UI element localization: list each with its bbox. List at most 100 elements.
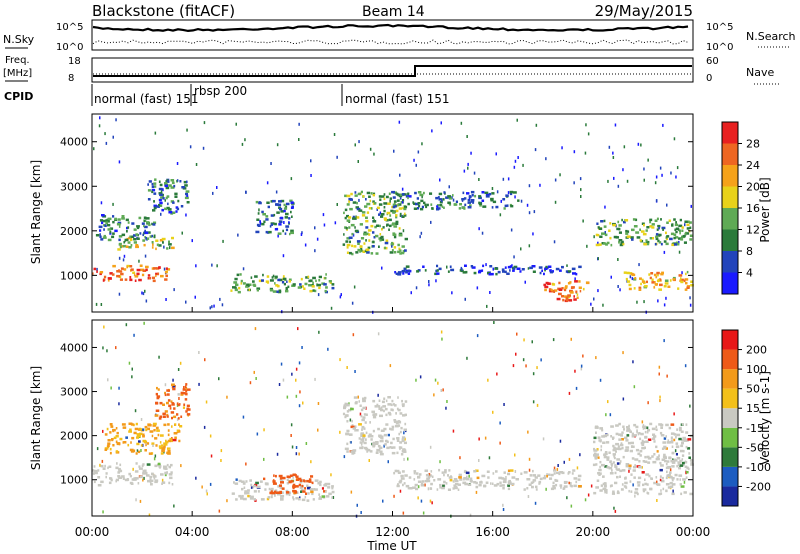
echo-cell-region-4 [288, 475, 291, 479]
echo-cell-region-7 [482, 205, 487, 208]
echo-cell-region-3 [312, 498, 315, 501]
range-gate-speckle [491, 187, 494, 190]
echo-cell-region-6 [567, 472, 570, 475]
echo-cell-region-7 [392, 203, 395, 206]
range-gate-speckle [191, 239, 193, 243]
echo-cell-region-3 [250, 486, 253, 489]
colorbar-tick-label: 24 [746, 159, 760, 172]
range-gate-speckle [154, 454, 157, 458]
echo-cell-region-3 [242, 482, 246, 485]
echo-cell-region-7 [681, 454, 685, 457]
range-gate-speckle [513, 165, 516, 169]
range-gate-speckle [179, 361, 182, 365]
echo-cell-region-2 [145, 236, 147, 240]
echo-cell-region-6 [449, 478, 453, 482]
range-gate-speckle [637, 142, 640, 146]
echo-cell-region-3 [307, 486, 311, 490]
echo-cell-region-7 [421, 205, 424, 209]
echo-cell-region-1 [166, 247, 169, 250]
echo-cell-region-1 [141, 428, 145, 431]
echo-cell-region-6 [441, 471, 444, 474]
range-gate-speckle [142, 478, 144, 482]
echo-cell-region-3 [280, 497, 284, 500]
echo-cell-region-1 [122, 244, 127, 248]
echo-cell-region-7 [610, 462, 614, 466]
echo-cell-region-6 [570, 484, 573, 488]
echo-cell-region-11 [621, 240, 624, 244]
range-gate-speckle [502, 177, 505, 181]
echo-cell-region-1 [133, 431, 137, 435]
echo-cell-region-11 [641, 222, 645, 225]
echo-cell-region-10 [644, 285, 648, 288]
freq-tick-top: 18 [68, 56, 81, 67]
echo-cell-region-7 [611, 469, 613, 472]
range-gate-speckle [141, 291, 143, 295]
echo-cell-region-7 [666, 441, 671, 444]
range-gate-speckle [369, 147, 372, 151]
echo-cell-region-6 [546, 473, 548, 476]
echo-cell-region-8 [572, 272, 576, 275]
echo-cell-region-1 [119, 437, 123, 441]
echo-cell-region-3 [254, 499, 257, 502]
echo-cell-region-1 [161, 237, 166, 241]
echo-cell-region-3 [321, 487, 324, 490]
echo-cell-region-5 [402, 404, 405, 408]
echo-cell-region-9 [569, 281, 572, 284]
echo-cell-region-5 [361, 418, 365, 422]
echo-cell-region-7 [594, 425, 599, 428]
echo-cell-region-5 [400, 426, 403, 430]
echo-cell-region-7 [661, 447, 665, 450]
echo-cell-region-4 [272, 482, 277, 485]
echo-cell-region-10 [686, 286, 690, 289]
echo-cell-region-6 [413, 478, 416, 481]
echo-cell-region-1 [117, 248, 121, 251]
echo-cell-region-6 [447, 488, 451, 491]
echo-cell-region-5 [360, 443, 363, 446]
echo-cell-region-6 [368, 195, 371, 198]
echo-cell-region-1 [173, 432, 178, 435]
echo-cell-region-5 [342, 412, 346, 416]
range-gate-speckle [573, 150, 576, 154]
echo-cell-region-4 [318, 286, 321, 290]
freq-unit-label: [MHz] [3, 68, 32, 79]
echo-cell-region-11 [631, 238, 634, 241]
range-gate-speckle [599, 378, 602, 382]
echo-cell-region-8 [501, 268, 505, 271]
range-gate-speckle [154, 131, 157, 135]
colorbar-tick-label: 4 [746, 267, 753, 280]
echo-cell-region-5 [381, 400, 385, 404]
range-gate-speckle [131, 375, 133, 379]
range-gate-speckle [622, 351, 624, 355]
echo-cell-region-7 [481, 199, 485, 202]
echo-cell-region-11 [618, 227, 621, 231]
range-gate-speckle [536, 403, 539, 407]
echo-cell-region-0 [155, 272, 159, 276]
echo-cell-region-6 [358, 209, 363, 212]
echo-cell-region-2 [164, 410, 168, 413]
range-gate-speckle [203, 425, 206, 429]
echo-cell-region-9 [569, 291, 574, 294]
echo-cell-region-0 [107, 466, 109, 470]
echo-cell-region-8 [460, 269, 464, 273]
echo-cell-region-4 [272, 480, 276, 483]
range-gate-speckle [352, 233, 355, 237]
echo-cell-region-5 [381, 435, 384, 438]
echo-cell-region-6 [346, 246, 349, 249]
echo-cell-region-4 [275, 284, 279, 287]
echo-cell-region-7 [683, 491, 687, 494]
echo-cell-region-10 [661, 271, 664, 275]
echo-cell-region-6 [397, 250, 400, 254]
echo-cell-region-7 [602, 487, 607, 491]
range-gate-speckle [452, 198, 455, 202]
echo-cell-region-10 [628, 287, 632, 291]
echo-cell-region-1 [153, 429, 156, 432]
nave-tick-bottom: 0 [706, 73, 712, 84]
echo-cell-region-7 [653, 435, 657, 438]
echo-cell-region-6 [459, 478, 463, 481]
echo-cell-region-7 [646, 455, 650, 459]
range-gate-speckle [218, 377, 220, 381]
echo-cell-region-6 [473, 470, 477, 473]
range-gate-speckle [343, 455, 346, 459]
echo-cell-region-7 [604, 465, 608, 468]
echo-cell-region-10 [672, 278, 676, 281]
